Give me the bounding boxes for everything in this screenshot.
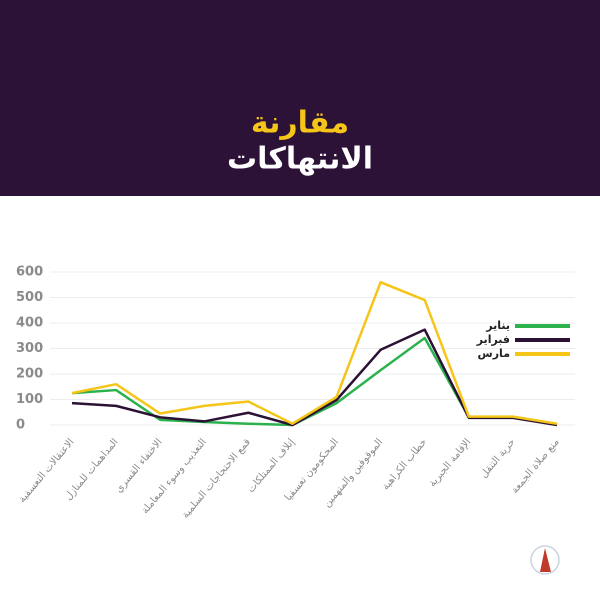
- chart-subtitle: الانتهاكات: [227, 142, 373, 177]
- series-line: [71, 328, 558, 427]
- y-tick-label: 200: [16, 367, 43, 382]
- y-tick-label: 600: [16, 265, 43, 280]
- y-tick-label: 0: [16, 418, 25, 433]
- legend-label: مارس: [478, 347, 510, 360]
- y-tick-label: 100: [16, 392, 43, 407]
- chart-title: مقارنة: [251, 106, 349, 141]
- y-tick-label: 500: [16, 290, 43, 305]
- y-tick-label: 400: [16, 316, 43, 331]
- legend-label: يناير: [485, 319, 510, 332]
- legend-label: فبراير: [476, 333, 510, 346]
- series-line: [71, 280, 558, 425]
- y-tick-label: 300: [16, 341, 43, 356]
- header-band: [0, 0, 600, 196]
- logo: [530, 545, 560, 575]
